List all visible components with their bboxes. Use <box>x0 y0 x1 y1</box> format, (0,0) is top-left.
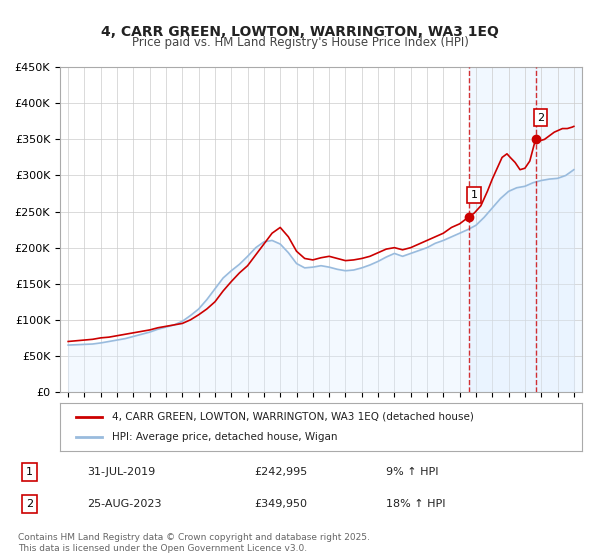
Text: 31-JUL-2019: 31-JUL-2019 <box>87 466 155 477</box>
Text: 9% ↑ HPI: 9% ↑ HPI <box>386 466 439 477</box>
Text: 2: 2 <box>26 499 33 509</box>
Text: £349,950: £349,950 <box>254 499 307 509</box>
Bar <box>469 67 536 392</box>
Text: 2: 2 <box>537 113 544 123</box>
Bar <box>536 67 582 392</box>
Text: Price paid vs. HM Land Registry's House Price Index (HPI): Price paid vs. HM Land Registry's House … <box>131 36 469 49</box>
Text: 18% ↑ HPI: 18% ↑ HPI <box>386 499 446 509</box>
Text: HPI: Average price, detached house, Wigan: HPI: Average price, detached house, Wiga… <box>112 432 338 442</box>
Text: £242,995: £242,995 <box>254 466 307 477</box>
Text: Contains HM Land Registry data © Crown copyright and database right 2025.
This d: Contains HM Land Registry data © Crown c… <box>18 533 370 553</box>
Text: 1: 1 <box>470 190 478 200</box>
Text: 4, CARR GREEN, LOWTON, WARRINGTON, WA3 1EQ (detached house): 4, CARR GREEN, LOWTON, WARRINGTON, WA3 1… <box>112 412 474 422</box>
Text: 25-AUG-2023: 25-AUG-2023 <box>87 499 161 509</box>
Text: 1: 1 <box>26 466 33 477</box>
Text: 4, CARR GREEN, LOWTON, WARRINGTON, WA3 1EQ: 4, CARR GREEN, LOWTON, WARRINGTON, WA3 1… <box>101 25 499 39</box>
